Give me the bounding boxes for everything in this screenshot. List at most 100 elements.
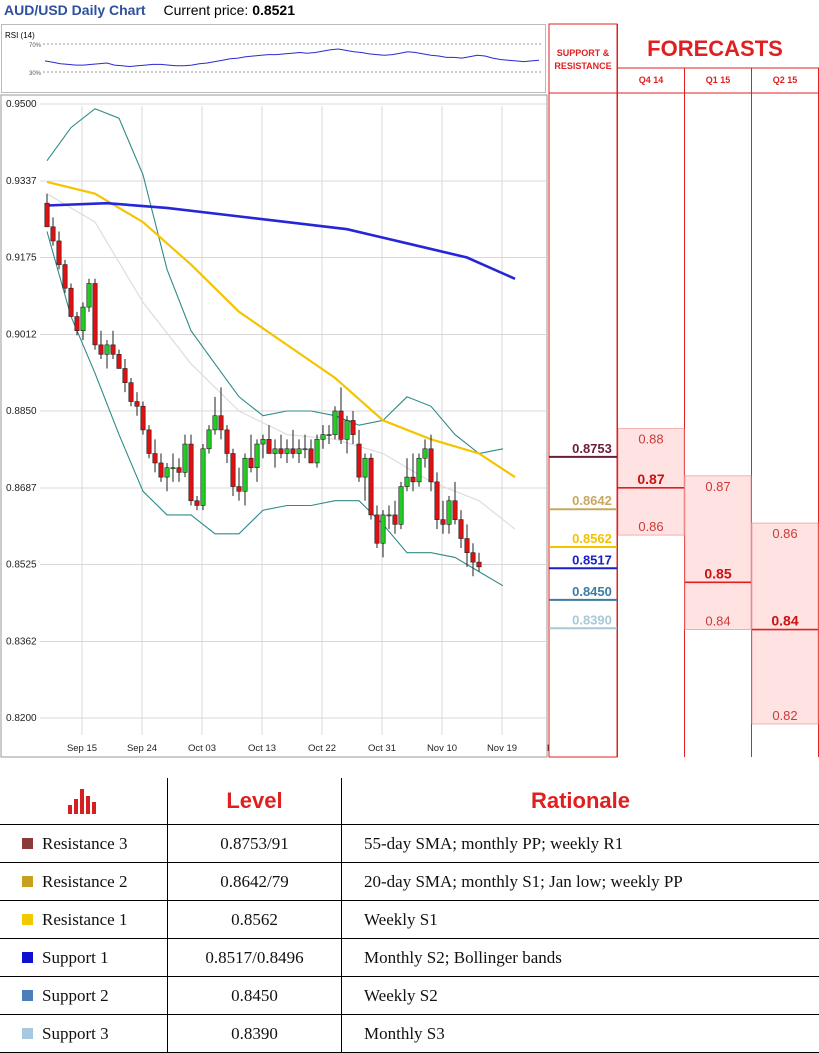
row-name: Support 2 (42, 986, 109, 1005)
row-level: 0.8562 (168, 901, 342, 939)
candle (189, 435, 193, 506)
candle (93, 279, 97, 350)
candle-body (243, 458, 247, 491)
sr-level-value: 0.8390 (572, 612, 612, 627)
candle-body (351, 420, 355, 434)
x-tick-label: Oct 03 (188, 743, 216, 754)
candle-body (417, 458, 421, 482)
candle-body (105, 345, 109, 354)
candle (201, 444, 205, 510)
candle-body (291, 449, 295, 454)
color-swatch (22, 914, 33, 925)
candle-body (411, 477, 415, 482)
candle-body (69, 288, 73, 316)
forecast-column-label: Q2 15 (773, 75, 798, 85)
x-tick-label: Sep 24 (127, 743, 157, 754)
candle-body (87, 283, 91, 307)
forecast-column-label: Q1 15 (706, 75, 731, 85)
candle-body (363, 458, 367, 477)
candle-body (189, 444, 193, 501)
row-rationale: Weekly S1 (342, 901, 819, 939)
candle-body (279, 449, 283, 454)
support-resistance-panel: SUPPORT &RESISTANCE0.87530.86420.85620.8… (549, 24, 617, 757)
candle-body (297, 449, 301, 454)
row-name-cell: Resistance 3 (0, 825, 168, 863)
y-tick-label: 0.9337 (6, 176, 37, 187)
candle-body (99, 345, 103, 354)
forecast-low-value: 0.82 (772, 708, 797, 723)
forecast-column: Q1 150.870.850.84 (685, 68, 752, 757)
candle-body (177, 468, 181, 473)
y-tick-label: 0.8687 (6, 483, 37, 494)
y-tick-label: 0.8525 (6, 560, 37, 571)
candle-body (255, 444, 259, 468)
candle (369, 454, 373, 520)
candle-body (135, 402, 139, 407)
y-tick-label: 0.9175 (6, 253, 37, 264)
forecast-mid-value: 0.84 (771, 613, 798, 629)
candle-body (429, 449, 433, 482)
sr-level-value: 0.8642 (572, 493, 612, 508)
candle-body (159, 463, 163, 477)
candle-body (333, 411, 337, 435)
candle-body (153, 454, 157, 463)
bar-chart-icon (0, 778, 168, 825)
candle-body (273, 449, 277, 454)
candle-body (423, 449, 427, 458)
sr-column (549, 24, 617, 757)
candle-body (321, 435, 325, 440)
candle-body (327, 435, 331, 436)
candle-body (453, 501, 457, 520)
color-swatch (22, 1028, 33, 1039)
x-tick-label: Nov 10 (427, 743, 457, 754)
candle-body (459, 520, 463, 539)
candle-body (231, 454, 235, 487)
forecasts-title: FORECASTS (647, 36, 783, 61)
candle-body (393, 515, 397, 524)
x-tick-label: Oct 22 (308, 743, 336, 754)
candle-body (141, 406, 145, 430)
candle-body (471, 553, 475, 562)
color-swatch (22, 952, 33, 963)
row-name-cell: Resistance 2 (0, 863, 168, 901)
color-swatch (22, 838, 33, 849)
candle (87, 279, 91, 312)
candle-body (171, 468, 175, 469)
candle-body (237, 487, 241, 492)
candle-body (399, 487, 403, 525)
candle (141, 402, 145, 435)
row-rationale: Monthly S3 (342, 1015, 819, 1053)
row-name: Resistance 3 (42, 834, 127, 853)
main-chart: 0.95000.93370.91750.90120.88500.86870.85… (0, 0, 819, 760)
candle-body (147, 430, 151, 454)
candle-body (261, 439, 265, 444)
y-tick-label: 0.8362 (6, 636, 37, 647)
row-level: 0.8390 (168, 1015, 342, 1053)
color-swatch (22, 990, 33, 1001)
row-name: Support 1 (42, 948, 109, 967)
candle-body (339, 411, 343, 439)
candle (63, 260, 67, 293)
candle-body (357, 444, 361, 477)
candle-body (387, 515, 391, 516)
candle-body (369, 458, 373, 515)
candle-body (207, 430, 211, 449)
y-tick-label: 0.8200 (6, 713, 37, 724)
candle-body (465, 539, 469, 553)
row-level: 0.8450 (168, 977, 342, 1015)
forecast-range (685, 476, 751, 630)
row-rationale: 20-day SMA; monthly S1; Jan low; weekly … (342, 863, 819, 901)
candle-body (111, 345, 115, 354)
row-name: Resistance 2 (42, 872, 127, 891)
y-tick-label: 0.8850 (6, 406, 37, 417)
candle-body (303, 449, 307, 450)
sr-level-value: 0.8562 (572, 531, 612, 546)
forecast-high-value: 0.87 (705, 479, 730, 494)
candle-body (441, 520, 445, 525)
